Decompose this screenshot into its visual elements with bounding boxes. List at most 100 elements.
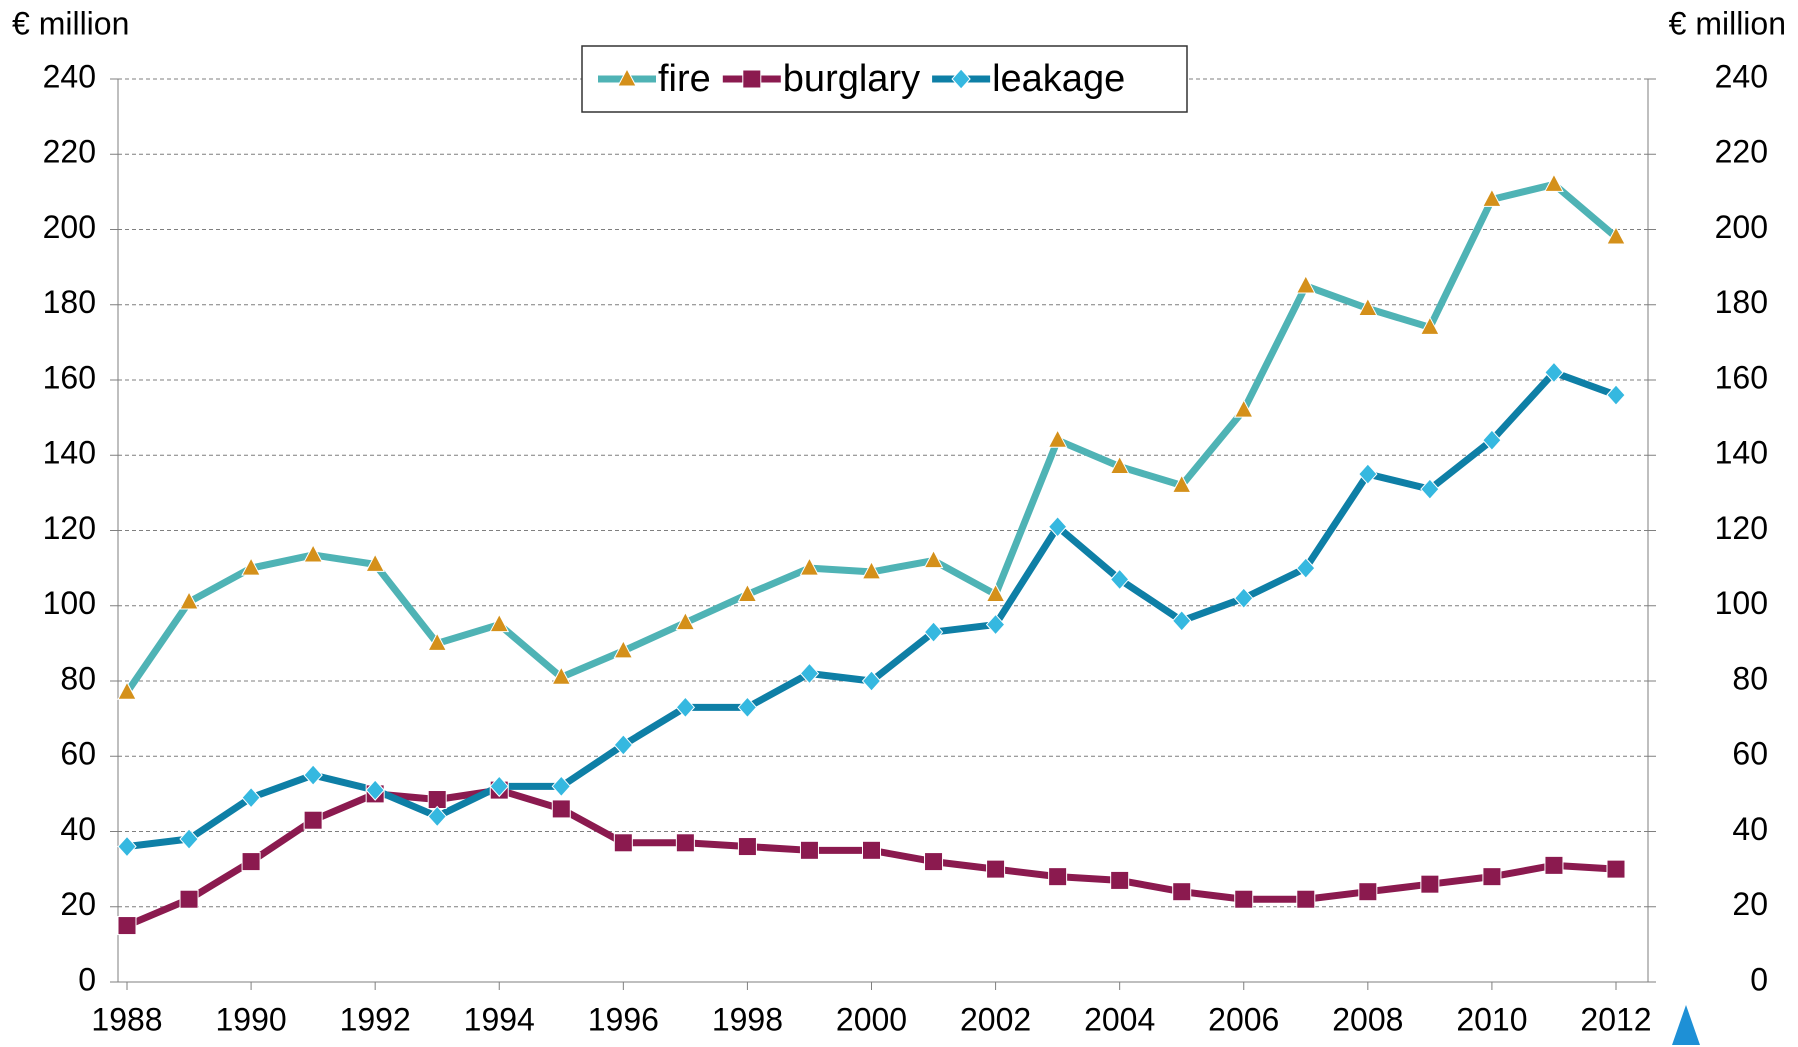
series-line: [124, 180, 1619, 695]
marker: [241, 557, 261, 576]
marker: [1544, 855, 1564, 875]
marker: [675, 611, 696, 631]
marker: [1172, 882, 1192, 902]
x-tick-label: 2008: [1332, 1001, 1403, 1037]
x-tick-label: 1994: [464, 1001, 535, 1037]
marker: [737, 583, 758, 602]
y2-tick-label: 0: [1750, 961, 1768, 997]
y-tick-label: 140: [43, 435, 96, 471]
marker: [365, 779, 385, 801]
marker: [924, 852, 944, 872]
y2-axis-label: € million: [1669, 5, 1786, 41]
legend-marker: [617, 67, 637, 87]
marker: [489, 775, 509, 798]
y-tick-label: 60: [60, 736, 96, 772]
y2-tick-label: 80: [1732, 660, 1768, 696]
marker: [1233, 399, 1254, 418]
marker: [1544, 361, 1564, 384]
y-tick-label: 180: [43, 284, 96, 320]
x-tick-label: 1992: [340, 1001, 411, 1037]
logo-icon: [1672, 1005, 1700, 1045]
legend-box: [581, 45, 1188, 113]
x-tick-label: 2012: [1580, 1001, 1651, 1037]
marker: [1234, 889, 1254, 909]
y2-tick-label: 120: [1715, 510, 1768, 546]
marker: [1420, 874, 1440, 894]
marker: [1048, 867, 1068, 887]
marker: [117, 681, 137, 700]
x-tick-label: 1988: [91, 1001, 162, 1037]
y-tick-label: 40: [60, 811, 96, 847]
marker: [179, 889, 199, 909]
x-tick-label: 2010: [1456, 1001, 1527, 1037]
x-tick-label: 1990: [215, 1001, 286, 1037]
y2-tick-label: 200: [1715, 209, 1768, 245]
marker: [862, 840, 881, 860]
marker: [1047, 515, 1068, 538]
y2-tick-label: 180: [1715, 284, 1768, 320]
legend-marker: [951, 68, 971, 90]
y2-tick-label: 140: [1715, 435, 1768, 471]
marker: [1606, 225, 1626, 245]
marker: [1482, 188, 1502, 207]
y2-tick-label: 60: [1732, 736, 1768, 772]
y-tick-label: 200: [43, 209, 96, 245]
marker: [861, 560, 882, 580]
marker: [1420, 478, 1440, 500]
y2-tick-label: 20: [1732, 886, 1768, 922]
marker: [1358, 463, 1378, 485]
marker: [427, 632, 448, 651]
y-tick-label: 160: [43, 359, 96, 395]
legend-label: burglary: [783, 58, 920, 100]
marker: [1234, 587, 1254, 609]
marker: [737, 696, 758, 719]
marker: [427, 805, 447, 828]
marker: [365, 553, 385, 572]
marker: [241, 786, 261, 809]
x-tick-label: 1998: [712, 1001, 783, 1037]
marker: [613, 833, 633, 853]
marker: [303, 543, 323, 563]
marker: [1110, 870, 1130, 890]
marker: [489, 613, 510, 633]
marker: [613, 639, 634, 659]
y2-tick-label: 40: [1732, 811, 1768, 847]
marker: [1109, 455, 1130, 475]
marker: [1544, 173, 1564, 192]
marker: [1172, 610, 1192, 632]
marker: [1420, 316, 1440, 335]
marker: [923, 621, 944, 643]
marker: [1047, 429, 1068, 448]
y-axis-label: € million: [12, 5, 129, 41]
marker: [1482, 429, 1502, 451]
marker: [675, 833, 695, 853]
marker: [613, 734, 634, 756]
marker: [1296, 889, 1316, 909]
marker: [799, 557, 820, 576]
marker: [737, 837, 757, 857]
y2-tick-label: 100: [1715, 585, 1768, 621]
y-tick-label: 220: [43, 134, 96, 170]
x-tick-label: 2004: [1084, 1001, 1155, 1037]
marker: [1606, 384, 1626, 406]
y-tick-label: 100: [43, 585, 96, 621]
y2-tick-label: 160: [1715, 359, 1768, 395]
marker: [1358, 882, 1378, 902]
marker: [861, 670, 882, 692]
series-line: [126, 368, 1618, 851]
marker: [1171, 474, 1192, 493]
x-tick-label: 2006: [1208, 1001, 1279, 1037]
marker: [799, 840, 819, 860]
y-tick-label: 240: [43, 58, 96, 94]
y-tick-label: 120: [43, 510, 96, 546]
y-tick-label: 0: [78, 961, 96, 997]
marker: [551, 666, 572, 685]
marker: [179, 590, 199, 610]
y2-tick-label: 220: [1715, 134, 1768, 170]
x-tick-label: 2002: [960, 1001, 1031, 1037]
marker: [985, 613, 1006, 636]
legend-label: fire: [658, 58, 711, 100]
marker: [1296, 557, 1316, 579]
